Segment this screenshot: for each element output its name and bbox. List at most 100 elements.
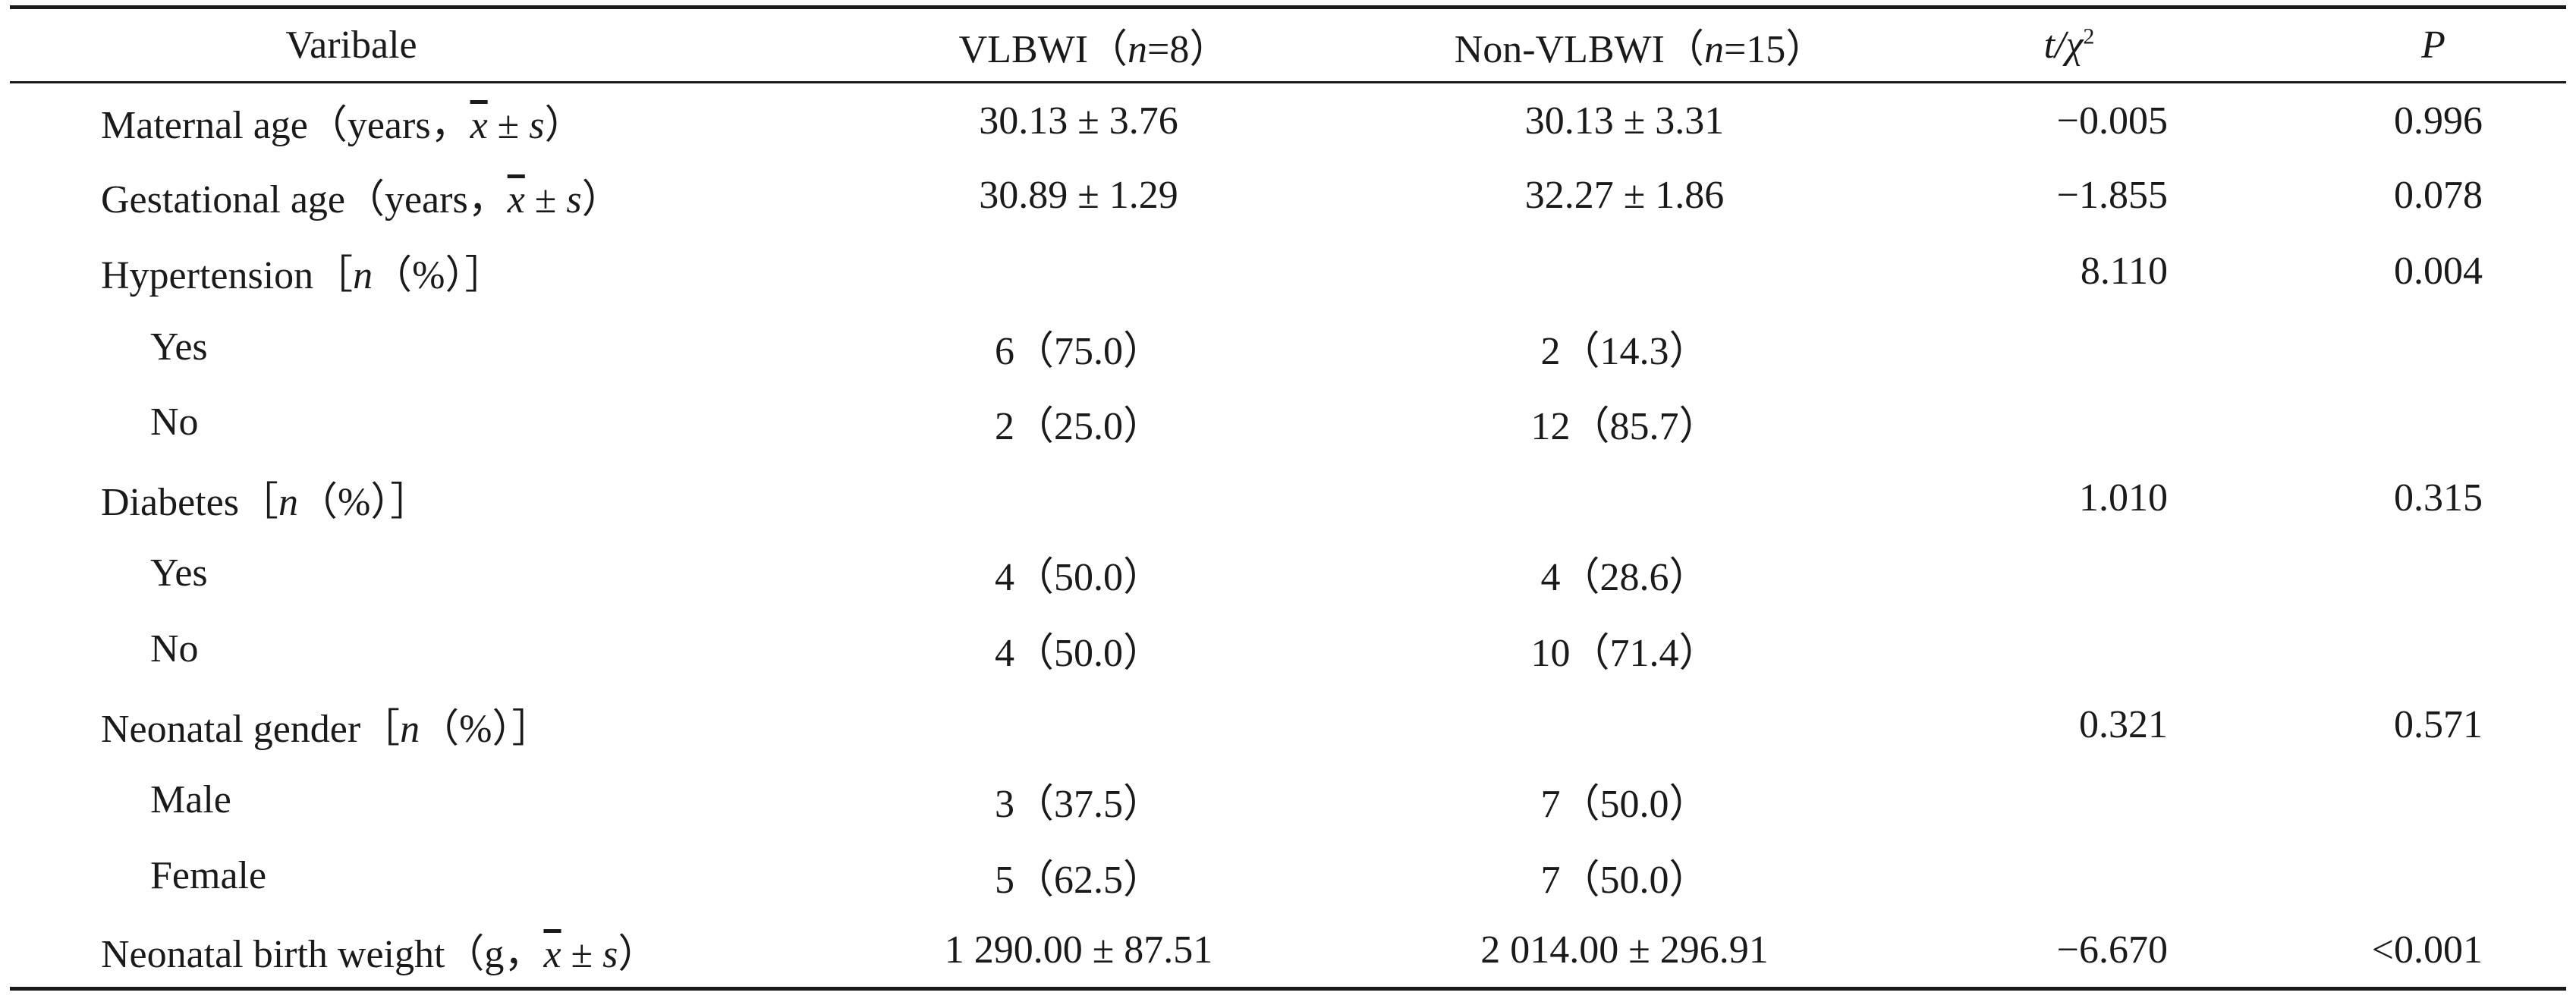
header-vlbwi: VLBWI（n=8） — [829, 8, 1358, 83]
cell-p-value — [2263, 611, 2566, 687]
table-row: Neonatal birth weight（g，x ± s） 1 290.00 … — [10, 913, 2566, 989]
row-label-close: ） — [581, 178, 621, 222]
row-label: Neonatal birth weight（g，x ± s） — [10, 913, 829, 989]
cell-non-vlbwi: 12（85.7） — [1530, 405, 1719, 449]
cell-statistic — [1921, 611, 2263, 687]
cell-p-value: 0.004 — [2394, 249, 2483, 293]
row-label-text: Diabetes［ — [101, 480, 278, 524]
n-symbol: n — [353, 253, 373, 297]
cell-statistic: −6.670 — [2056, 928, 2168, 972]
row-label-close: ） — [544, 103, 584, 147]
cell-non-vlbwi: 2 014.00 ± 296.91 — [1480, 928, 1769, 972]
header-vlbwi-n: n — [1128, 28, 1148, 71]
plus-minus: ± — [561, 933, 603, 977]
cell-vlbwi: 30.13 ± 3.76 — [979, 99, 1178, 143]
cell-vlbwi: 3（37.5） — [994, 783, 1162, 827]
header-p-value: P — [2263, 8, 2566, 83]
cell-statistic — [1921, 762, 2263, 838]
cell-vlbwi: 6（75.0） — [994, 329, 1162, 373]
row-label: Maternal age（years，x ± s） — [10, 83, 829, 159]
cell-p-value: 0.996 — [2394, 99, 2483, 143]
cell-p-value — [2263, 837, 2566, 913]
sd-symbol: s — [529, 103, 545, 147]
cell-vlbwi: 2（25.0） — [994, 405, 1162, 449]
cell-non-vlbwi: 7（50.0） — [1540, 783, 1709, 827]
cell-vlbwi: 4（50.0） — [994, 556, 1162, 600]
row-label-text: Maternal age（years， — [101, 103, 470, 147]
data-table-container: Varibale VLBWI（n=8） Non-VLBWI（n=15） t/χ2… — [10, 5, 2566, 991]
plus-minus: ± — [487, 103, 530, 147]
row-label-text: Gestational age（years， — [101, 178, 508, 222]
cell-statistic — [1921, 309, 2263, 385]
cell-vlbwi: 30.89 ± 1.29 — [979, 174, 1178, 218]
cell-non-vlbwi: 30.13 ± 3.31 — [1524, 99, 1725, 143]
cell-non-vlbwi — [1358, 686, 1921, 762]
table-row: Neonatal gender［n（%）］ 0.321 0.571 — [10, 686, 2566, 762]
cell-vlbwi: 1 290.00 ± 87.51 — [944, 928, 1213, 972]
plus-minus: ± — [524, 178, 567, 222]
row-label-text: Neonatal gender［ — [101, 707, 401, 751]
row-label: No — [150, 627, 199, 671]
header-variable: Varibale — [285, 24, 417, 67]
sd-symbol: s — [602, 933, 618, 977]
header-vlbwi-prefix: VLBWI（ — [958, 28, 1128, 71]
cell-statistic — [1921, 535, 2263, 611]
cell-non-vlbwi: 7（50.0） — [1540, 858, 1709, 902]
cell-statistic: 1.010 — [2079, 476, 2168, 520]
cell-statistic: −0.005 — [2056, 99, 2168, 143]
cell-non-vlbwi: 4（28.6） — [1540, 556, 1709, 600]
sd-symbol: s — [566, 178, 582, 222]
header-non-vlbwi-n: n — [1703, 28, 1724, 71]
cell-vlbwi: 4（50.0） — [994, 631, 1162, 675]
header-non-vlbwi-suffix: =15） — [1723, 28, 1826, 71]
cell-p-value — [2263, 535, 2566, 611]
percent-suffix: （%）］ — [373, 253, 505, 297]
header-stat-t: t — [2043, 24, 2055, 67]
comparison-table: Varibale VLBWI（n=8） Non-VLBWI（n=15） t/χ2… — [10, 5, 2566, 991]
cell-vlbwi — [829, 686, 1358, 762]
cell-vlbwi — [829, 460, 1358, 535]
table-row: Yes 4（50.0） 4（28.6） — [10, 535, 2566, 611]
header-vlbwi-suffix: =8） — [1147, 28, 1229, 71]
mean-symbol: x — [507, 178, 525, 222]
header-non-vlbwi-prefix: Non-VLBWI（ — [1454, 28, 1704, 71]
percent-suffix: （%）］ — [420, 707, 552, 751]
cell-p-value: 0.315 — [2394, 476, 2483, 520]
header-p: P — [2421, 24, 2445, 67]
table-header-row: Varibale VLBWI（n=8） Non-VLBWI（n=15） t/χ2… — [10, 7, 2566, 83]
table-row: Maternal age（years，x ± s） 30.13 ± 3.76 3… — [10, 83, 2566, 159]
row-label: Diabetes［n（%）］ — [10, 460, 829, 535]
table-row: Male 3（37.5） 7（50.0） — [10, 762, 2566, 838]
cell-p-value: <0.001 — [2371, 928, 2483, 972]
cell-statistic: −1.855 — [2056, 174, 2168, 218]
row-label: Gestational age（years，x ± s） — [10, 158, 829, 234]
mean-symbol: x — [470, 103, 488, 147]
row-label-close: ） — [618, 933, 658, 977]
cell-non-vlbwi — [1358, 234, 1921, 309]
cell-p-value: 0.571 — [2394, 702, 2483, 746]
cell-p-value: 0.078 — [2394, 174, 2483, 218]
row-label: No — [150, 400, 199, 444]
cell-non-vlbwi: 10（71.4） — [1530, 631, 1719, 675]
row-label: Yes — [150, 551, 208, 595]
cell-statistic: 0.321 — [2079, 702, 2168, 746]
row-label: Yes — [150, 325, 208, 369]
row-label-text: Hypertension［ — [101, 253, 354, 297]
cell-vlbwi — [829, 234, 1358, 309]
row-label: Hypertension［n（%）］ — [10, 234, 829, 309]
cell-non-vlbwi — [1358, 460, 1921, 535]
cell-p-value — [2263, 309, 2566, 385]
table-row: Gestational age（years，x ± s） 30.89 ± 1.2… — [10, 158, 2566, 234]
cell-vlbwi: 5（62.5） — [994, 858, 1162, 902]
cell-non-vlbwi: 32.27 ± 1.86 — [1524, 174, 1725, 218]
header-non-vlbwi: Non-VLBWI（n=15） — [1358, 8, 1921, 83]
table-row: Female 5（62.5） 7（50.0） — [10, 837, 2566, 913]
cell-statistic — [1921, 837, 2263, 913]
row-label: Female — [150, 853, 267, 897]
cell-statistic: 8.110 — [2080, 249, 2168, 293]
n-symbol: n — [400, 707, 420, 751]
n-symbol: n — [278, 480, 298, 524]
header-stat-sup: 2 — [2083, 24, 2095, 49]
row-label: Neonatal gender［n（%）］ — [10, 686, 829, 762]
table-row: Diabetes［n（%）］ 1.010 0.315 — [10, 460, 2566, 535]
